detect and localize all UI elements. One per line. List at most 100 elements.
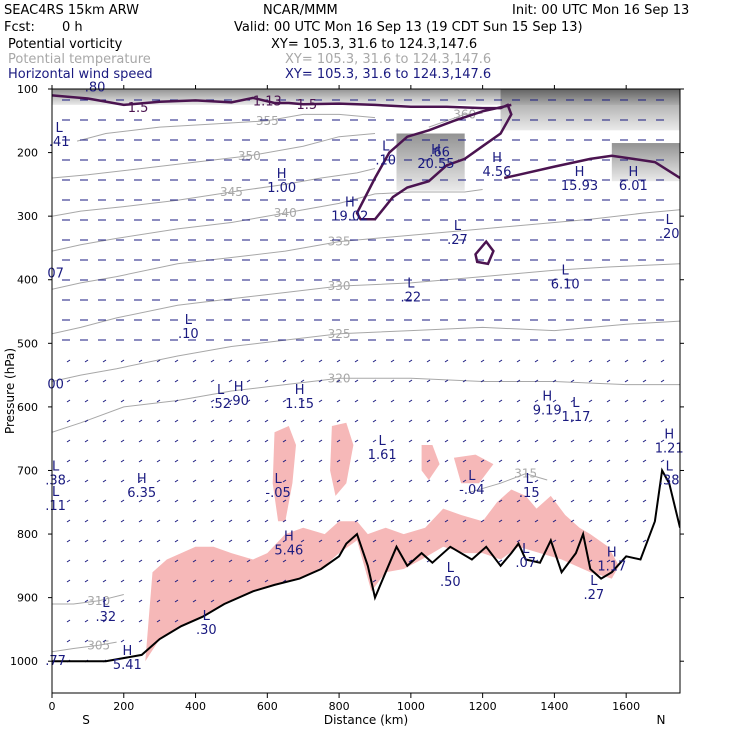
wind-vector [66, 399, 71, 403]
wind-vector [228, 399, 233, 403]
theta-contour-label: 315 [514, 467, 537, 481]
wind-vector [318, 539, 323, 543]
wind-vector [318, 419, 323, 423]
cloud-region [330, 422, 354, 496]
wind-vector [570, 499, 575, 503]
wind-vector [138, 619, 143, 623]
x-axis-end-label-south: S [82, 713, 90, 727]
pv-contour-label: 1.5 [128, 101, 149, 116]
wind-vector [516, 499, 521, 503]
marker-value: .11 [45, 499, 66, 514]
wind-vector [444, 359, 449, 363]
marker-value: .38 [45, 473, 66, 488]
wind-vector [66, 379, 71, 383]
theta-contour-label: 305 [87, 638, 110, 652]
wind-vector [588, 379, 593, 383]
wind-vector [300, 539, 305, 543]
marker-value: .10 [178, 327, 199, 342]
pv-shading [500, 89, 680, 131]
wind-vector [408, 539, 413, 543]
wind-vector [300, 359, 305, 363]
theta-contour [52, 133, 376, 179]
wind-vector [570, 479, 575, 483]
wind-vector [156, 559, 161, 563]
wind-vector [318, 359, 323, 363]
value-label: 00 [47, 378, 64, 393]
low-marker: L [522, 542, 530, 557]
wind-vector [84, 359, 89, 363]
wind-vector [318, 499, 323, 503]
y-tick-label: 600 [17, 401, 38, 414]
marker-value: .41 [49, 135, 70, 150]
wind-vector [246, 539, 251, 543]
wind-vector [246, 379, 251, 383]
wind-vector [156, 479, 161, 483]
high-marker: H [284, 529, 294, 544]
wind-vector [606, 379, 611, 383]
theta-contour-label: 335 [328, 235, 351, 249]
marker-value: .38 [659, 473, 680, 488]
wind-vector [228, 379, 233, 383]
high-marker: H [664, 428, 674, 443]
wind-vector [66, 479, 71, 483]
wind-vector [192, 599, 197, 603]
theta-contour-label: 320 [328, 371, 351, 385]
wind-vector [354, 439, 359, 443]
theta-contour-label: 330 [328, 279, 351, 293]
high-marker: H [628, 165, 638, 180]
wind-vector [84, 559, 89, 563]
wind-vector [300, 559, 305, 563]
wind-vector [318, 559, 323, 563]
wind-vector [606, 499, 611, 503]
wind-vector [660, 379, 665, 383]
x-tick-label: 1400 [540, 700, 568, 713]
y-tick-label: 900 [17, 592, 38, 605]
value-label: .77 [45, 654, 66, 669]
wind-vector [228, 579, 233, 583]
wind-vector [192, 479, 197, 483]
high-marker: H [607, 545, 617, 560]
theta-contour-label: 345 [220, 185, 243, 199]
low-marker: L [526, 472, 534, 487]
wind-vector [282, 559, 287, 563]
marker-value: 1.15 [285, 397, 314, 412]
marker-value: 6.10 [551, 278, 580, 293]
theta-contour-label: 310 [87, 594, 110, 608]
wind-vector [498, 419, 503, 423]
wind-vector [174, 599, 179, 603]
wind-vector [66, 579, 71, 583]
wind-vector [408, 499, 413, 503]
wind-vector [138, 359, 143, 363]
wind-vector [192, 439, 197, 443]
wind-vector [642, 499, 647, 503]
wind-vector [300, 439, 305, 443]
wind-vector [246, 479, 251, 483]
wind-vector [516, 459, 521, 463]
wind-vector [354, 399, 359, 403]
wind-vector [246, 439, 251, 443]
marker-value: .90 [228, 394, 249, 409]
wind-vector [174, 479, 179, 483]
wind-vector [102, 379, 107, 383]
wind-vector [66, 639, 71, 643]
wind-vector [336, 399, 341, 403]
low-marker: L [185, 313, 193, 328]
theta-contour [468, 473, 548, 494]
wind-vector [552, 519, 557, 523]
wind-vector [102, 419, 107, 423]
wind-vector [444, 459, 449, 463]
wind-vector [120, 359, 125, 363]
wind-vector [300, 459, 305, 463]
wind-vector [156, 399, 161, 403]
wind-vector [228, 559, 233, 563]
wind-vector [84, 599, 89, 603]
wind-vector [426, 479, 431, 483]
wind-vector [246, 559, 251, 563]
value-label: .80 [85, 81, 106, 96]
wind-vector [354, 459, 359, 463]
wind-vector [84, 459, 89, 463]
wind-vector [624, 519, 629, 523]
y-tick-label: 400 [17, 274, 38, 287]
wind-vector [426, 379, 431, 383]
wind-vector [444, 519, 449, 523]
